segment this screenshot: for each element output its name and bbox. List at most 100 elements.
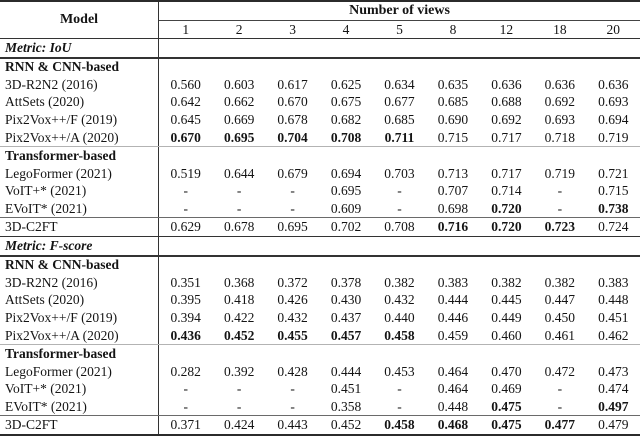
metric-row-spacer [159, 237, 640, 255]
value-cell: 0.449 [491, 309, 522, 325]
value-cell: 0.453 [384, 363, 415, 379]
model-name: AttSets (2020) [0, 291, 159, 310]
value-cell: 0.716 [437, 219, 469, 235]
value-cell: 0.636 [491, 76, 522, 92]
value-cell: - [290, 398, 295, 414]
group-row-spacer [159, 59, 640, 77]
value-cell: - [290, 183, 295, 199]
value-cell: 0.462 [598, 327, 629, 343]
value-cell: 0.473 [598, 363, 629, 379]
value-cell: 0.707 [437, 183, 469, 199]
value-cell: 0.625 [330, 76, 362, 92]
model-column-header: Model [0, 2, 159, 38]
table-row: AttSets (2020) 0.642 0.662 0.670 0.675 0.677 0… [0, 93, 640, 112]
value-cell: 0.642 [170, 94, 201, 110]
view-count-header: 5 [396, 21, 403, 37]
value-cell: 0.474 [598, 381, 629, 397]
value-cell: 0.629 [170, 219, 201, 235]
value-cell: 0.460 [491, 327, 522, 343]
value-cell: 0.679 [277, 165, 308, 181]
value-cell: - [397, 200, 402, 216]
metric-label: Metric: IoU [0, 39, 159, 57]
value-cell: - [557, 200, 563, 216]
value-cell: 0.717 [491, 165, 522, 181]
value-cell: - [557, 398, 563, 414]
value-cell: 0.678 [223, 219, 255, 235]
value-cell: 0.695 [277, 219, 308, 235]
table-header: Model Number of views 1 2 3 4 5 8 12 18 20 [0, 2, 640, 39]
value-cell: 0.695 [223, 129, 255, 145]
value-cell: 0.395 [170, 292, 201, 308]
value-cell: - [236, 398, 242, 414]
value-cell: 0.430 [330, 292, 362, 308]
value-cell: 0.444 [330, 363, 362, 379]
value-cell: 0.609 [330, 200, 362, 216]
value-cell: 0.451 [330, 381, 362, 397]
table-row: Pix2Vox++/A (2020) 0.670 0.695 0.704 0.708 0.… [0, 128, 640, 147]
value-cell: 0.459 [437, 327, 469, 343]
model-name: 3D-C2FT [0, 218, 159, 237]
model-name: Pix2Vox++/F (2019) [0, 309, 159, 327]
value-cell: 0.724 [598, 219, 629, 235]
table-row: EVoIT* (2021) - - - 0.609 - 0.698 0.720 - 0.738 [0, 199, 640, 218]
value-cell: 0.448 [437, 398, 469, 414]
value-cell: - [183, 200, 188, 216]
value-cell: - [236, 381, 242, 397]
value-cell: 0.678 [277, 111, 308, 127]
value-cell: 0.702 [330, 219, 362, 235]
model-name: Pix2Vox++/A (2020) [0, 128, 159, 147]
model-name: EVoIT* (2021) [0, 199, 159, 218]
value-cell: 0.464 [437, 381, 469, 397]
value-cell: 0.669 [223, 111, 255, 127]
value-cell: 0.662 [223, 94, 255, 110]
value-cell: 0.720 [491, 200, 522, 216]
value-cell: - [236, 200, 242, 216]
value-cell: 0.645 [170, 111, 201, 127]
value-cell: 0.720 [491, 219, 522, 235]
value-cell: 0.497 [598, 398, 629, 414]
value-cell: 0.704 [277, 129, 308, 145]
value-cell: 0.457 [330, 327, 362, 343]
table-row: VoIT+* (2021) - - - 0.695 - 0.707 0.714 - 0.715 [0, 182, 640, 200]
value-cell: - [397, 398, 402, 414]
value-cell: 0.448 [598, 292, 629, 308]
value-cell: 0.713 [437, 165, 469, 181]
model-name: VoIT+* (2021) [0, 380, 159, 398]
value-cell: 0.708 [384, 219, 415, 235]
value-cell: 0.738 [598, 200, 629, 216]
value-cell: 0.693 [544, 111, 576, 127]
value-cell: 0.468 [437, 417, 469, 433]
value-cell: 0.670 [170, 129, 201, 145]
table-row: LegoFormer (2021) 0.519 0.644 0.679 0.694 0.7… [0, 164, 640, 183]
model-name: Pix2Vox++/A (2020) [0, 326, 159, 345]
value-cell: 0.636 [598, 76, 629, 92]
table-row: 3D-C2FT 0.371 0.424 0.443 0.452 0.458 0.468 0.4… [0, 415, 640, 434]
model-name: 3D-C2FT [0, 416, 159, 434]
value-cell: 0.723 [544, 219, 576, 235]
value-cell: 0.383 [437, 274, 469, 290]
value-cell: 0.711 [384, 129, 415, 145]
value-cell: - [290, 200, 295, 216]
value-cell: 0.426 [277, 292, 308, 308]
value-cell: 0.692 [491, 111, 522, 127]
value-cell: 0.475 [491, 417, 522, 433]
table-row: Pix2Vox++/F (2019) 0.394 0.422 0.432 0.437 0.… [0, 309, 640, 327]
table-row: AttSets (2020) 0.395 0.418 0.426 0.430 0.432 0… [0, 291, 640, 310]
value-cell: 0.372 [277, 274, 308, 290]
value-cell: 0.703 [384, 165, 415, 181]
value-cell: 0.392 [223, 363, 255, 379]
metric-row-spacer [159, 39, 640, 57]
view-count-header: 20 [606, 21, 621, 37]
group-row-spacer [159, 345, 640, 363]
value-cell: 0.458 [384, 417, 415, 433]
group-label: Transformer-based [0, 147, 159, 165]
value-cell: 0.479 [598, 417, 629, 433]
group-label: RNN & CNN-based [0, 256, 159, 275]
value-cell: 0.472 [544, 363, 576, 379]
model-name: LegoFormer (2021) [0, 164, 159, 183]
model-name: VoIT+* (2021) [0, 182, 159, 200]
value-cell: 0.519 [170, 165, 201, 181]
value-cell: 0.382 [544, 274, 576, 290]
value-cell: 0.371 [170, 417, 201, 433]
